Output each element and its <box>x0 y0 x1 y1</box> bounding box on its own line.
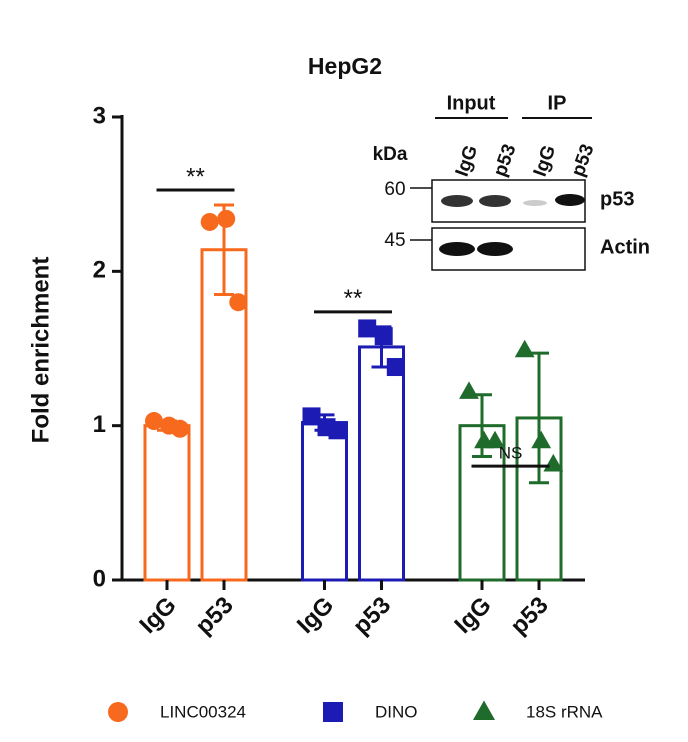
data-point <box>374 327 393 346</box>
data-point <box>200 212 219 231</box>
data-point <box>229 293 248 312</box>
data-point <box>108 702 128 722</box>
blot-marker: 45 <box>384 230 405 251</box>
data-point <box>145 412 163 431</box>
band-label: p53 <box>600 188 634 210</box>
band <box>479 195 511 207</box>
lane-label: IgG <box>452 142 483 179</box>
y-tick-label: 0 <box>93 565 106 592</box>
legend-label: 18S rRNA <box>526 702 603 721</box>
bar <box>143 424 191 582</box>
data-point <box>171 419 189 438</box>
bar <box>301 421 348 582</box>
legend-label: DINO <box>375 702 418 721</box>
band <box>439 242 475 256</box>
x-tick-label: p53 <box>190 592 238 640</box>
lane-label: p53 <box>568 141 599 179</box>
x-tick-label: p53 <box>505 592 553 640</box>
data-point <box>302 407 321 426</box>
significance-label: ** <box>344 285 363 312</box>
y-tick-label: 2 <box>93 257 106 284</box>
lane-label: p53 <box>490 141 521 179</box>
data-point <box>459 381 479 399</box>
data-point <box>358 319 377 338</box>
lane-label: IgG <box>530 142 561 179</box>
significance-label: ** <box>186 163 205 190</box>
data-point <box>217 209 236 228</box>
band <box>441 195 473 207</box>
y-tick-label: 3 <box>93 102 106 129</box>
data-point <box>323 702 343 722</box>
x-tick-label: IgG <box>449 592 496 639</box>
band <box>523 200 547 206</box>
x-tick-label: IgG <box>292 592 339 639</box>
error-bar <box>529 351 549 485</box>
blot-inset: Input IP IgG p53 IgG p53 kDa 60 45 p53 A… <box>373 92 650 271</box>
data-point <box>473 700 495 720</box>
y-tick-label: 1 <box>93 411 106 438</box>
data-point <box>514 339 535 358</box>
blot-marker: 60 <box>384 179 405 200</box>
band-label: Actin <box>600 236 650 258</box>
x-tick-label: IgG <box>134 592 181 639</box>
data-point <box>386 358 405 377</box>
chart-title: HepG2 <box>308 53 382 79</box>
y-axis-label: Fold enrichment <box>27 257 54 444</box>
data-point <box>328 421 347 440</box>
band <box>477 242 513 256</box>
data-point <box>531 430 552 449</box>
x-tick-label: p53 <box>348 592 396 640</box>
legend-label: LINC00324 <box>160 702 246 721</box>
blot-group: IP <box>548 92 567 114</box>
band <box>555 194 585 206</box>
blot-unit: kDa <box>373 144 408 165</box>
blot-group: Input <box>447 92 496 114</box>
data-point <box>485 430 505 449</box>
significance-label: NS <box>499 444 523 463</box>
bar <box>358 345 405 582</box>
